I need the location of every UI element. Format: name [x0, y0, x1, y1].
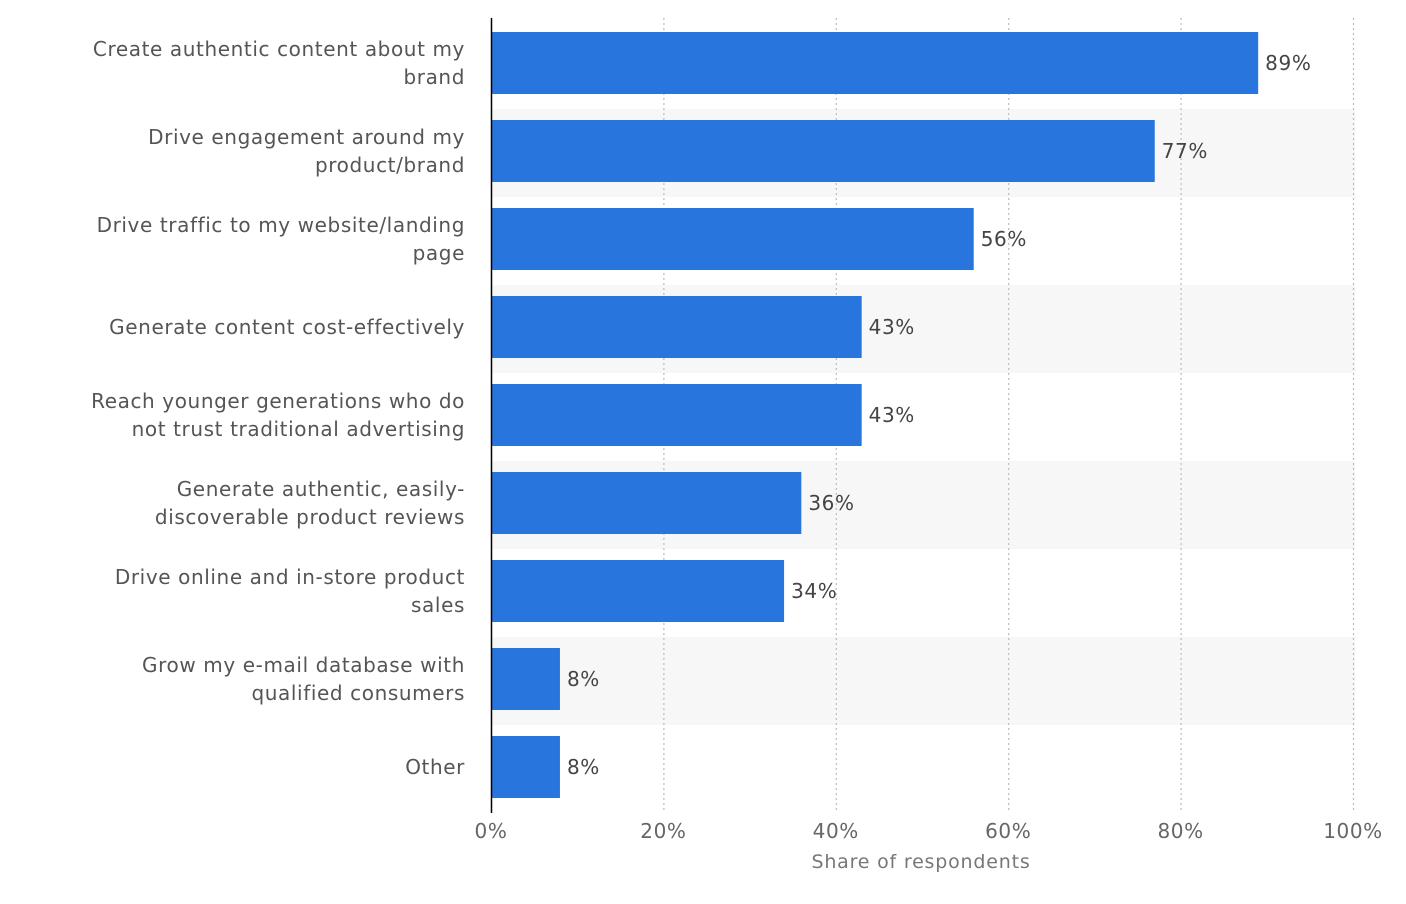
- data-label: 89%: [1265, 51, 1311, 75]
- data-labels: 89% 77% 56% 43% 43% 36% 34% 8% 8%: [567, 51, 1311, 779]
- category-label-line: Generate authentic, easily-: [177, 477, 465, 501]
- category-label-line: product/brand: [315, 153, 465, 177]
- category-label-line: brand: [403, 65, 465, 89]
- category-label-line: Generate content cost-effectively: [109, 315, 465, 339]
- data-label: 34%: [791, 579, 837, 603]
- x-tick-label: 100%: [1323, 819, 1383, 843]
- category-label-line: discoverable product reviews: [155, 505, 465, 529]
- x-tick-label: 80%: [1157, 819, 1203, 843]
- bar: [491, 296, 862, 358]
- category-label-line: qualified consumers: [251, 681, 465, 705]
- category-labels: Create authentic content about my brand Dr…: [91, 37, 465, 779]
- data-label: 8%: [567, 667, 600, 691]
- category-label: Create authentic content about my brand: [93, 37, 465, 89]
- bars: [491, 32, 1259, 798]
- x-tick-label: 60%: [985, 819, 1031, 843]
- x-tick-label: 40%: [813, 819, 859, 843]
- bar: [491, 736, 560, 798]
- data-label: 77%: [1162, 139, 1208, 163]
- bar: [491, 560, 785, 622]
- bar: [491, 648, 560, 710]
- bar: [491, 472, 802, 534]
- row-band: [491, 637, 1355, 725]
- data-label: 56%: [981, 227, 1027, 251]
- category-label-line: Create authentic content about my: [93, 37, 465, 61]
- category-label: Grow my e-mail database with qualified co…: [142, 653, 465, 705]
- bar: [491, 32, 1259, 94]
- category-label: Other: [405, 755, 465, 779]
- category-label: Drive engagement around my product/brand: [148, 125, 465, 177]
- category-label: Reach younger generations who do not trus…: [91, 389, 465, 441]
- category-label-line: Drive engagement around my: [148, 125, 465, 149]
- x-tick-label: 0%: [475, 819, 508, 843]
- category-label-line: Drive traffic to my website/landing: [97, 213, 465, 237]
- category-label-line: Reach younger generations who do: [91, 389, 465, 413]
- data-label: 43%: [869, 315, 915, 339]
- x-tick-label: 20%: [640, 819, 686, 843]
- bar: [491, 208, 974, 270]
- category-label-line: page: [413, 241, 465, 265]
- x-axis-title: Share of respondents: [811, 851, 1030, 873]
- data-label: 8%: [567, 755, 600, 779]
- category-label-line: Grow my e-mail database with: [142, 653, 465, 677]
- x-tick-labels: 0% 20% 40% 60% 80% 100%: [475, 819, 1383, 843]
- data-label: 43%: [869, 403, 915, 427]
- category-label: Generate authentic, easily-discoverable …: [155, 477, 465, 529]
- category-label: Drive traffic to my website/landing page: [97, 213, 465, 265]
- category-label-line: Drive online and in-store product: [115, 565, 465, 589]
- category-label-line: Other: [405, 755, 465, 779]
- category-label: Drive online and in-store product sales: [115, 565, 465, 617]
- bar: [491, 120, 1155, 182]
- category-label-line: not trust traditional advertising: [132, 417, 465, 441]
- category-label: Generate content cost-effectively: [109, 315, 465, 339]
- bar: [491, 384, 862, 446]
- data-label: 36%: [808, 491, 854, 515]
- category-label-line: sales: [411, 593, 465, 617]
